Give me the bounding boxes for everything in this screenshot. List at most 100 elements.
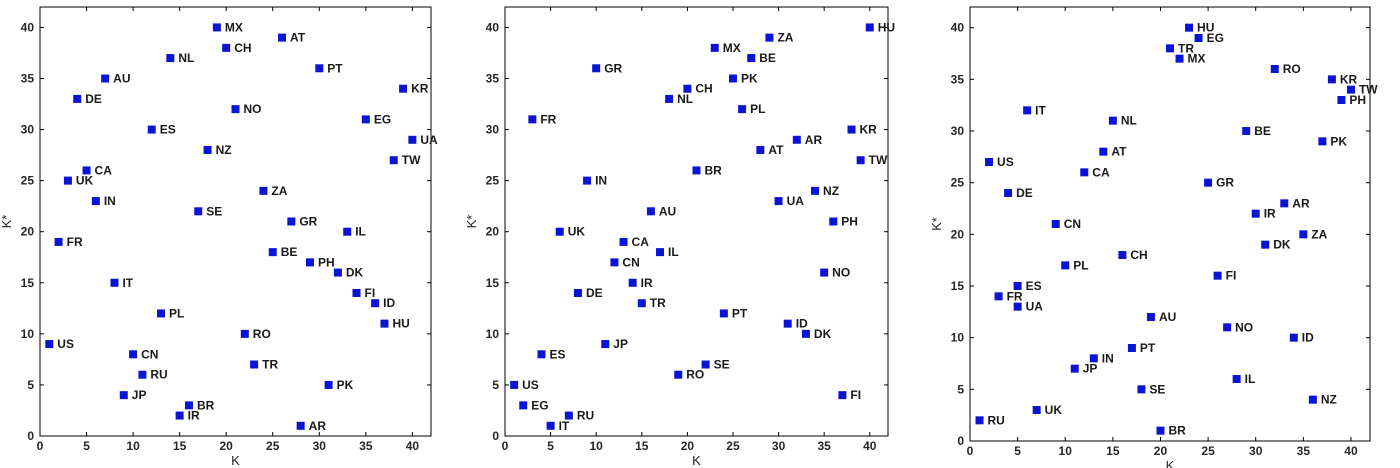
data-point-ch — [222, 43, 231, 52]
data-point-fr — [528, 115, 537, 124]
data-point-pk — [324, 380, 333, 389]
scatter-plot-2: 0 5 10 15 20 25 30 35 40 0 5 10 15 20 25 30 35 40 K K* HU ZA M… — [464, 6, 895, 468]
x-axis-label: K — [1166, 458, 1175, 468]
point-label-fr: FR — [1007, 289, 1023, 303]
point-label-be: BE — [281, 245, 298, 259]
point-label-ca: CA — [95, 163, 113, 177]
data-point-it — [110, 278, 119, 287]
point-label-ar: AR — [805, 133, 823, 147]
x-tick-label: 40 — [1344, 444, 1358, 458]
data-point-de — [73, 94, 82, 103]
point-label-ir: IR — [188, 409, 200, 423]
point-label-fr: FR — [540, 112, 556, 126]
x-tick-label: 10 — [126, 439, 140, 453]
x-axis-label: K — [692, 453, 701, 468]
x-axis-label: K — [231, 453, 240, 468]
data-point-au — [1146, 313, 1155, 321]
point-label-be: BE — [1254, 124, 1271, 138]
point-label-ph: PH — [1349, 93, 1366, 107]
point-label-jp: JP — [132, 388, 147, 402]
point-label-au: AU — [1159, 310, 1176, 324]
y-tick-label: 35 — [21, 72, 35, 86]
point-label-nz: NZ — [1321, 393, 1337, 407]
data-point-fi — [352, 289, 361, 297]
y-tick-label: 5 — [957, 382, 964, 396]
data-point-ar — [296, 421, 305, 430]
point-label-br: BR — [1168, 424, 1186, 438]
point-label-ru: RU — [150, 368, 167, 382]
point-label-id: ID — [796, 317, 808, 331]
point-label-it: IT — [122, 276, 133, 290]
point-label-cn: CN — [622, 255, 639, 269]
data-point-nz — [1308, 395, 1317, 404]
point-label-dk: DK — [346, 266, 364, 280]
x-tick-label: 35 — [1297, 444, 1311, 458]
data-point-pk — [728, 74, 737, 83]
data-point-mx — [212, 23, 221, 32]
data-point-be — [1242, 127, 1251, 135]
x-tick-label: 20 — [1154, 444, 1168, 458]
x-tick-label: 30 — [772, 439, 786, 453]
x-tick-label: 15 — [635, 439, 649, 453]
data-point-pk — [1318, 137, 1327, 146]
point-label-ca: CA — [1092, 165, 1110, 179]
data-point-id — [1289, 333, 1298, 342]
data-point-hu — [865, 23, 874, 32]
point-label-eg: EG — [531, 398, 548, 412]
x-tick-label: 5 — [1014, 444, 1021, 458]
data-point-ar — [1280, 199, 1289, 208]
data-point-il — [656, 248, 665, 257]
point-label-no: NO — [1235, 320, 1253, 334]
point-label-es: ES — [1026, 279, 1042, 293]
point-label-se: SE — [714, 358, 730, 372]
point-label-it: IT — [1035, 103, 1046, 117]
point-label-pk: PK — [741, 72, 758, 86]
data-point-nz — [203, 146, 212, 154]
point-label-tr: TR — [262, 358, 278, 372]
y-tick-label: 0 — [492, 429, 499, 443]
point-label-ar: AR — [1292, 196, 1310, 210]
data-point-hu — [1185, 23, 1194, 32]
point-label-pl: PL — [169, 306, 184, 320]
data-point-za — [259, 186, 268, 195]
data-point-be — [268, 248, 277, 257]
data-point-uk — [555, 227, 564, 236]
point-label-tw: TW — [1359, 83, 1378, 97]
point-label-tr: TR — [1178, 41, 1194, 55]
point-label-us: US — [997, 155, 1014, 169]
x-tick-label: 35 — [817, 439, 831, 453]
point-label-us: US — [522, 378, 539, 392]
point-label-pl: PL — [750, 102, 765, 116]
data-point-fi — [1213, 271, 1222, 280]
data-point-uk — [63, 176, 72, 185]
data-point-ca — [82, 166, 91, 175]
data-point-za — [765, 33, 774, 42]
data-point-hu — [380, 319, 389, 328]
data-point-kr — [399, 84, 408, 93]
point-label-at: AT — [290, 31, 306, 45]
data-point-us — [510, 380, 519, 389]
y-tick-label: 20 — [951, 227, 965, 241]
data-point-cn — [1051, 220, 1060, 228]
x-tick-label: 35 — [359, 439, 373, 453]
data-point-ca — [1080, 168, 1089, 177]
data-point-ro — [674, 370, 683, 379]
point-label-es: ES — [160, 123, 176, 137]
data-point-nl — [665, 94, 674, 103]
point-label-ir: IR — [1264, 207, 1276, 221]
point-label-nl: NL — [178, 51, 194, 65]
data-point-cn — [129, 350, 138, 359]
y-tick-label: 30 — [486, 123, 500, 137]
x-tick-label: 0 — [37, 439, 44, 453]
point-label-ch: CH — [695, 82, 712, 96]
point-label-cn: CN — [1064, 217, 1081, 231]
data-point-se — [1137, 385, 1146, 394]
point-label-ph: PH — [318, 255, 335, 269]
y-tick-label: 40 — [486, 20, 500, 34]
data-point-br — [184, 401, 193, 410]
x-tick-label: 25 — [266, 439, 280, 453]
point-label-in: IN — [1102, 351, 1114, 365]
data-point-gr — [1204, 178, 1213, 187]
